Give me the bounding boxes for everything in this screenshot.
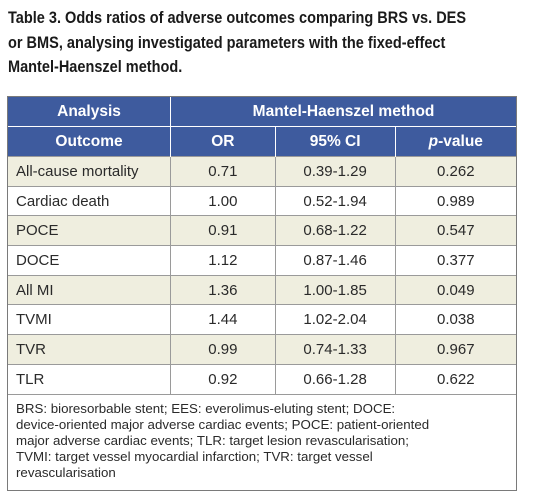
cell-or: 0.71 — [170, 156, 276, 187]
cell-ci: 0.68-1.22 — [274, 215, 396, 246]
cell-outcome: POCE — [8, 215, 171, 246]
cell-p: 0.262 — [394, 156, 516, 187]
caption-line-2: or BMS, analysing investigated parameter… — [8, 33, 446, 52]
header-method: Mantel-Haenszel method — [170, 97, 516, 127]
cell-p: 0.989 — [394, 185, 516, 216]
cell-outcome: TLR — [8, 363, 171, 394]
footnote-line-1: BRS: bioresorbable stent; EES: everolimu… — [16, 400, 396, 416]
table-row: POCE 0.91 0.68-1.22 0.547 — [8, 215, 516, 246]
cell-ci: 0.66-1.28 — [274, 363, 396, 394]
cell-outcome: TVMI — [8, 304, 171, 335]
table-row: DOCE 1.12 0.87-1.46 0.377 — [8, 245, 516, 276]
header-row-2: Outcome OR 95% CI p-value — [8, 126, 516, 157]
header-row-1: Analysis Mantel-Haenszel method — [8, 97, 516, 127]
cell-or: 1.00 — [170, 185, 276, 216]
table-row: Cardiac death 1.00 0.52-1.94 0.989 — [8, 185, 516, 216]
footnote-line-3: major adverse cardiac events; TLR: targe… — [16, 432, 409, 448]
cell-or: 1.12 — [170, 245, 276, 276]
cell-ci: 1.00-1.85 — [274, 274, 396, 305]
cell-outcome: Cardiac death — [8, 185, 171, 216]
cell-outcome: TVR — [8, 334, 171, 365]
cell-or: 1.44 — [170, 304, 276, 335]
cell-or: 0.92 — [170, 363, 276, 394]
cell-p: 0.547 — [394, 215, 516, 246]
footnote-line-4: TVMI: target vessel myocardial infarctio… — [16, 449, 373, 465]
table-row: TVMI 1.44 1.02-2.04 0.038 — [8, 304, 516, 335]
results-table-box: Analysis Mantel-Haenszel method Outcome … — [7, 96, 517, 491]
cell-or: 0.91 — [170, 215, 276, 246]
cell-p: 0.038 — [394, 304, 516, 335]
header-pvalue: p-value — [394, 126, 516, 157]
header-or: OR — [170, 126, 276, 157]
footnote-line-5: revascularisation — [16, 465, 116, 481]
header-analysis: Analysis — [8, 97, 171, 127]
table-row: TLR 0.92 0.66-1.28 0.622 — [8, 363, 516, 394]
cell-p: 0.377 — [394, 245, 516, 276]
table-row: All MI 1.36 1.00-1.85 0.049 — [8, 274, 516, 305]
cell-p: 0.967 — [394, 334, 516, 365]
caption-line-3: Mantel-Haenszel method. — [8, 58, 183, 76]
odds-ratio-table: Analysis Mantel-Haenszel method Outcome … — [8, 97, 516, 394]
header-p-italic: p — [428, 132, 439, 150]
table-row: All-cause mortality 0.71 0.39-1.29 0.262 — [8, 156, 516, 187]
caption-line-1: Table 3. Odds ratios of adverse outcomes… — [8, 9, 467, 27]
header-outcome: Outcome — [8, 126, 171, 157]
cell-outcome: All MI — [8, 274, 171, 305]
cell-or: 0.99 — [170, 334, 276, 365]
cell-p: 0.622 — [394, 363, 516, 394]
header-ci: 95% CI — [274, 126, 396, 157]
cell-ci: 0.52-1.94 — [274, 185, 396, 216]
cell-p: 0.049 — [394, 274, 516, 305]
cell-outcome: DOCE — [8, 245, 171, 276]
table-footnote: BRS: bioresorbable stent; EES: everolimu… — [8, 393, 516, 490]
cell-ci: 0.39-1.29 — [274, 156, 396, 187]
table-row: TVR 0.99 0.74-1.33 0.967 — [8, 334, 516, 365]
cell-ci: 0.74-1.33 — [274, 334, 396, 365]
table-caption: Table 3. Odds ratios of adverse outcomes… — [8, 6, 466, 80]
footnote-line-2: device-oriented major adverse cardiac ev… — [16, 416, 430, 432]
cell-or: 1.36 — [170, 274, 276, 305]
cell-outcome: All-cause mortality — [8, 156, 171, 187]
cell-ci: 0.87-1.46 — [274, 245, 396, 276]
cell-ci: 1.02-2.04 — [274, 304, 396, 335]
header-p-rest: -value — [438, 132, 483, 150]
